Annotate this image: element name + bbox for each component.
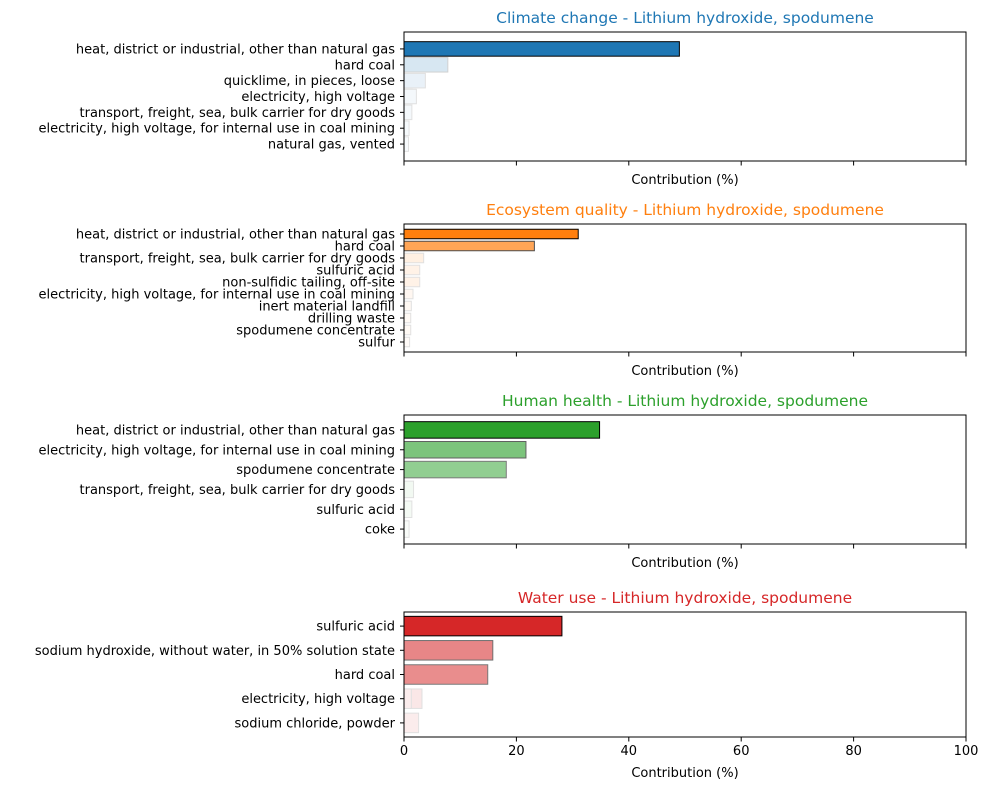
chart-panel-2: Ecosystem quality - Lithium hydroxide, s… [38,201,967,379]
bar [403,276,421,288]
category-label: sulfuric acid [316,620,395,635]
category-label: coke [365,523,395,538]
x-tick-label: 100 [954,744,979,759]
axes-frame [403,414,967,545]
category-label: hard coal [335,58,395,73]
bar [403,480,415,499]
chart-title: Climate change - Lithium hydroxide, spod… [496,9,874,27]
bar [403,500,413,518]
bar [403,664,489,685]
category-label: transport, freight, sea, bulk carrier fo… [80,252,396,267]
category-label: heat, district or industrial, other than… [76,423,395,438]
chart-panel-4: Water use - Lithium hydroxide, spodumene… [35,589,979,781]
category-label: transport, freight, sea, bulk carrier fo… [80,483,396,498]
category-label: heat, district or industrial, other than… [76,228,395,243]
bar [403,104,413,121]
bar [403,615,563,637]
category-label: spodumene concentrate [236,324,395,339]
axes-frame [403,31,967,162]
category-label: natural gas, vented [268,138,395,153]
category-label: spodumene concentrate [236,463,395,478]
x-axis-label: Contribution (%) [631,364,738,379]
category-label: sodium hydroxide, without water, in 50% … [35,644,395,659]
category-label: hard coal [335,240,395,255]
category-label: quicklime, in pieces, loose [224,74,395,89]
category-label: electricity, high voltage, for internal … [38,122,395,137]
bar [403,312,412,324]
bar [403,240,535,252]
bar [403,441,527,459]
chart-title: Human health - Lithium hydroxide, spodum… [502,392,868,410]
category-label: sodium chloride, powder [235,716,396,731]
axes-frame [403,223,967,353]
x-tick-label: 80 [845,744,862,759]
bar [403,712,420,734]
chart-title: Ecosystem quality - Lithium hydroxide, s… [486,201,884,219]
category-label: transport, freight, sea, bulk carrier fo… [80,106,396,121]
x-tick-label: 0 [400,744,408,759]
category-label: inert material landfill [259,300,395,315]
x-tick-label: 20 [508,744,525,759]
category-label: sulfuric acid [316,503,395,518]
bar [403,300,412,312]
bar [403,421,601,439]
chart-title: Water use - Lithium hydroxide, spodumene [518,589,852,607]
x-tick-label: 40 [621,744,638,759]
bar [403,288,414,300]
bar [403,336,411,348]
bar [403,57,449,73]
bar [403,41,680,57]
category-label: electricity, high voltage, for internal … [38,443,395,458]
x-axis-label: Contribution (%) [631,173,738,188]
category-label: sulfuric acid [316,264,395,279]
category-label: heat, district or industrial, other than… [76,42,395,57]
bar-overlay [403,688,412,709]
bar [403,120,410,136]
x-axis-label: Contribution (%) [631,556,738,571]
bar [403,460,507,479]
bar [403,520,410,538]
category-label: electricity, high voltage, for internal … [38,288,395,303]
bar [403,252,425,264]
bar-overlay [403,88,417,105]
bar [403,640,494,661]
category-label: non-sulfidic tailing, off-site [222,276,395,291]
bar [403,264,421,276]
chart-panel-1: Climate change - Lithium hydroxide, spod… [38,9,967,188]
bar [403,228,579,240]
chart-panel-3: Human health - Lithium hydroxide, spodum… [38,392,967,571]
bar [403,136,409,152]
x-axis-label: Contribution (%) [631,766,738,781]
category-label: electricity, high voltage [241,692,395,707]
category-label: sulfur [358,336,395,351]
category-label: electricity, high voltage [241,90,395,105]
bar [403,72,426,89]
category-label: drilling waste [308,312,395,327]
x-tick-label: 60 [733,744,750,759]
axes-frame [403,611,967,738]
bar [403,324,412,336]
category-label: hard coal [335,668,395,683]
